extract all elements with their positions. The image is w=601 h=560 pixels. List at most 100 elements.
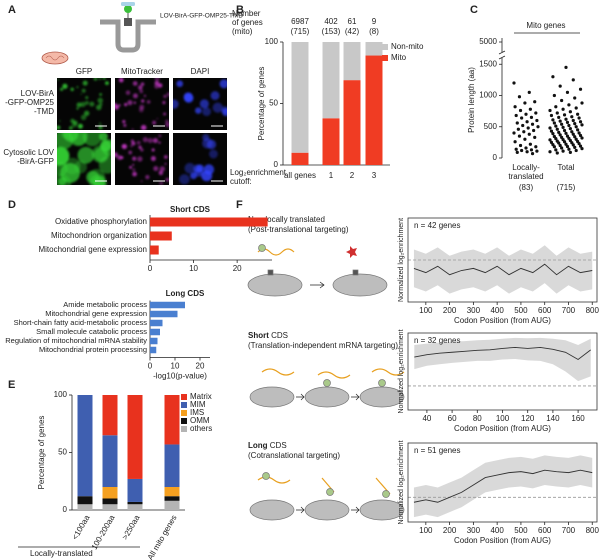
signal-blob <box>132 168 136 172</box>
signal-blob <box>158 134 162 138</box>
category-label: Mitochondrion organization <box>51 231 147 240</box>
legend-label: MIM <box>190 400 206 409</box>
data-point <box>527 90 531 94</box>
x-tick-label: 500 <box>514 306 528 315</box>
bar-segment <box>343 80 361 165</box>
mean-line <box>414 346 591 361</box>
panel-label: D <box>8 199 16 211</box>
signal-blob <box>89 101 95 107</box>
x-tick-label: 700 <box>562 526 576 535</box>
data-point <box>557 141 561 145</box>
signal-blob <box>129 166 132 169</box>
x-tick-label: 800 <box>586 306 600 315</box>
signal-blob <box>132 171 137 177</box>
data-point <box>554 124 558 128</box>
x-tick-label: 10 <box>189 264 198 273</box>
data-point <box>580 136 584 140</box>
mrna <box>257 476 391 495</box>
data-point <box>571 132 575 136</box>
signal-blob <box>99 140 111 152</box>
legend-swatch <box>382 55 388 61</box>
y-axis-label: Normalized log₂enrichment <box>398 329 405 413</box>
gene-count: 61 <box>348 17 357 26</box>
signal-blob <box>221 108 227 117</box>
signal-blob <box>77 123 83 129</box>
data-point <box>515 121 519 125</box>
mitochondrion <box>332 273 388 297</box>
gene-count: 9 <box>372 17 377 26</box>
signal-blob <box>132 81 138 86</box>
signal-blob <box>140 82 145 86</box>
y-tick-label: 50 <box>269 99 278 108</box>
data-point <box>571 78 575 82</box>
mitochondrion <box>359 499 405 521</box>
signal-blob <box>179 174 190 185</box>
data-point <box>551 132 555 136</box>
signal-blob <box>131 128 134 130</box>
signal-blob <box>131 141 136 146</box>
data-point <box>558 143 562 148</box>
mito-icon <box>41 51 69 65</box>
signal-blob <box>140 148 144 152</box>
counts-note: (mito) <box>232 27 253 36</box>
legend-label: Non-mito <box>391 42 424 51</box>
data-point <box>570 130 574 134</box>
x-tick-label: 500 <box>514 526 528 535</box>
signal-blob <box>57 146 70 165</box>
bar-segment <box>102 435 118 487</box>
data-point <box>554 137 558 141</box>
signal-blob <box>173 99 179 109</box>
diagram-title-text: CDS <box>269 331 288 340</box>
arrow <box>310 281 325 289</box>
data-point <box>573 96 577 100</box>
signal-blob <box>76 107 79 110</box>
signal-blob <box>57 125 61 130</box>
data-point <box>578 144 583 148</box>
mito-count: (715) <box>291 27 310 36</box>
bar-segment <box>322 118 340 165</box>
data-point <box>576 128 580 132</box>
signal-blob <box>133 101 136 104</box>
data-point <box>561 125 565 129</box>
signal-blob <box>152 138 158 144</box>
data-point <box>524 112 528 116</box>
data-point <box>568 150 572 154</box>
signal-blob <box>123 123 127 127</box>
data-point <box>548 138 552 142</box>
y-axis-label: Normalized log₂enrichment <box>398 440 405 524</box>
bar-segment <box>164 487 180 497</box>
signal-blob <box>118 78 124 83</box>
data-point <box>570 115 574 119</box>
data-point <box>560 122 564 126</box>
y-tick-label: 100 <box>54 390 68 399</box>
signal-blob <box>77 146 95 164</box>
signal-blob <box>163 112 167 116</box>
signal-blob <box>212 102 223 113</box>
data-point <box>554 105 558 109</box>
signal-blob <box>68 126 73 130</box>
data-point <box>576 112 580 116</box>
bar <box>150 328 160 336</box>
x-tick-label: 20 <box>196 362 205 371</box>
signal-blob <box>73 120 78 126</box>
anchor <box>352 269 359 276</box>
data-point <box>555 111 559 115</box>
x-tick-label: 0 <box>148 264 153 273</box>
protein <box>346 246 357 258</box>
x-tick-label: Locally- <box>512 163 540 172</box>
signal-blob <box>206 139 217 150</box>
signal-blob <box>147 137 153 144</box>
data-point <box>535 118 539 123</box>
y-axis-label: Percentage of genes <box>37 416 46 490</box>
signal-blob <box>115 102 117 107</box>
channel-label: DAPI <box>191 67 210 76</box>
signal-blob <box>145 175 150 180</box>
row-label: -BirA-GFP <box>17 157 54 166</box>
data-point <box>520 148 524 153</box>
mito-cristae <box>45 55 65 61</box>
data-point <box>514 147 518 151</box>
data-point <box>552 93 556 98</box>
data-point <box>548 126 552 130</box>
anchor <box>267 269 274 276</box>
legend-label: Matrix <box>190 392 212 401</box>
